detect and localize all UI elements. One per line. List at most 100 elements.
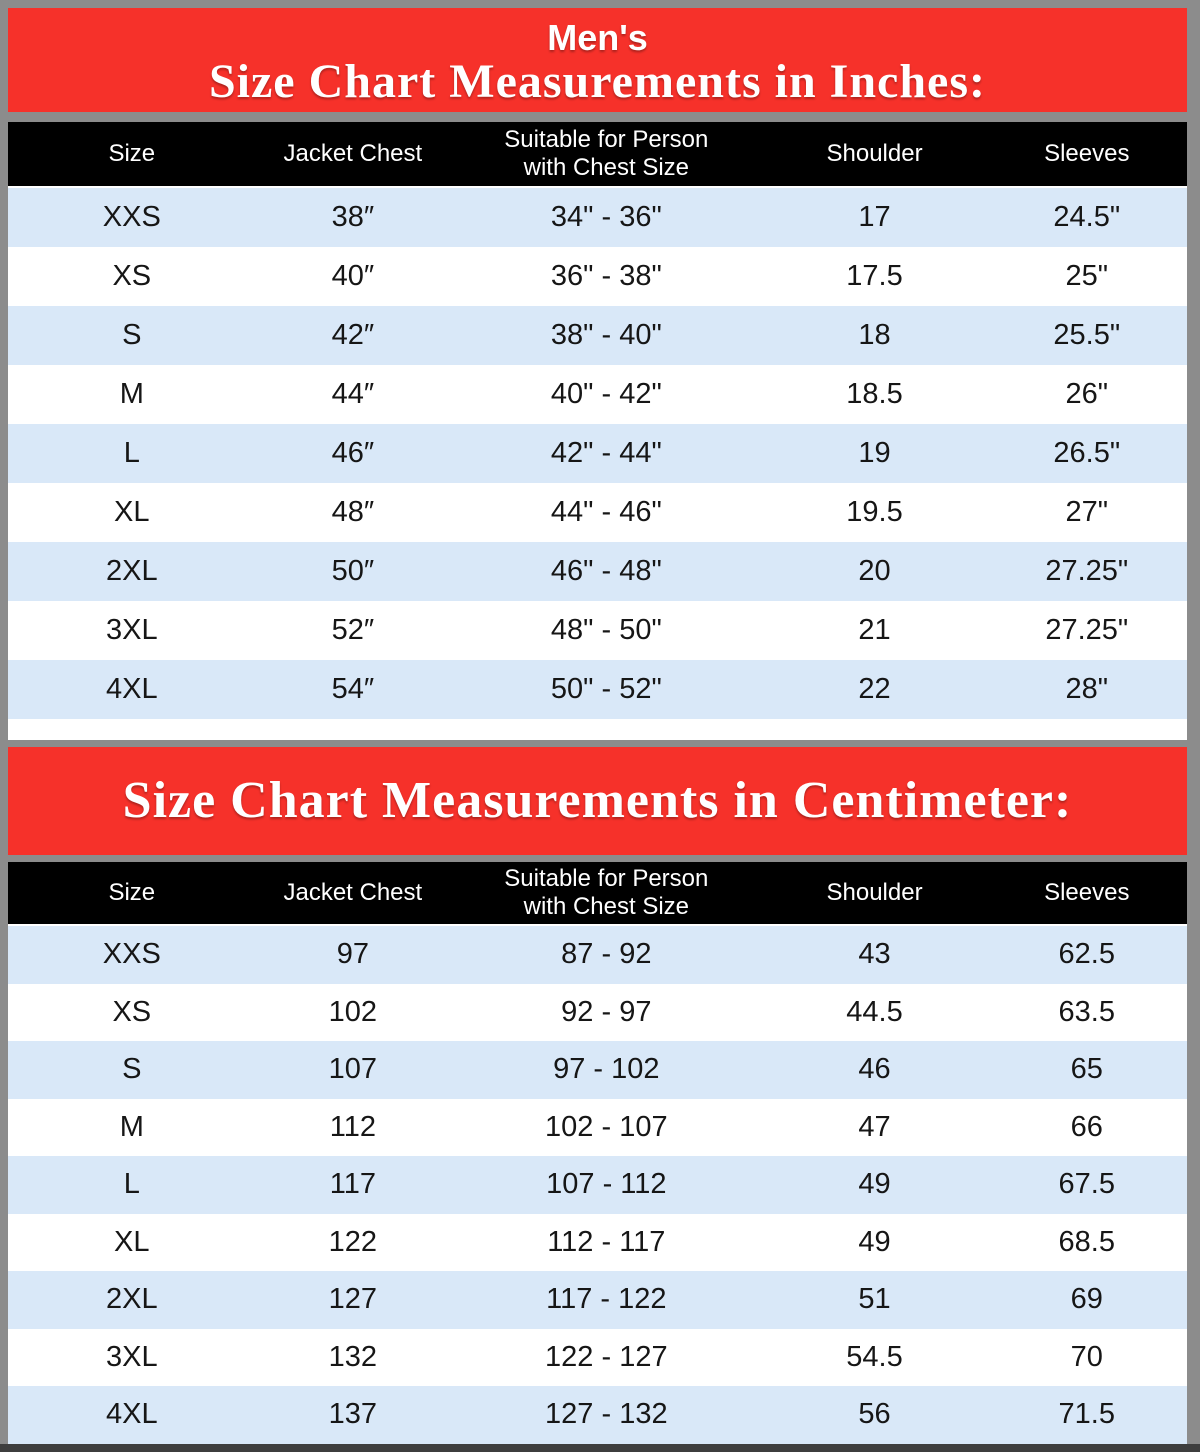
column-header-sleeves: Sleeves	[986, 122, 1187, 187]
cell-size: XS	[112, 995, 152, 1028]
cell-suitable-chest-size: 50" - 52"	[550, 673, 662, 705]
table-row: S 42″ 38" - 40" 18 25.5"	[8, 306, 1187, 365]
cell-shoulder: 43	[762, 924, 987, 984]
cell-shoulder: 22	[858, 673, 891, 705]
table-row: S 107 97 - 102 46 65	[8, 1041, 1187, 1099]
cell-sleeves: 25.5"	[1053, 319, 1121, 351]
column-header-jacket-chest: Jacket Chest	[255, 122, 451, 187]
cell-shoulder: 49	[858, 1225, 891, 1258]
cell-jacket-chest: 127	[328, 1283, 378, 1316]
banner-supertitle: Men's	[547, 17, 648, 58]
cell-jacket-chest: 137	[328, 1398, 378, 1431]
column-header-size: Size	[8, 122, 256, 187]
cell-size: 4XL	[105, 1398, 158, 1431]
cell-shoulder: 18	[858, 319, 891, 351]
cell-shoulder: 51	[858, 1283, 891, 1316]
table-row: XL 122 112 - 117 49 68.5	[8, 1213, 1187, 1271]
cell-size: S	[122, 319, 142, 351]
cell-size: XL	[114, 496, 150, 528]
cell-sleeves: 26"	[1065, 378, 1109, 410]
cell-size: 4XL	[105, 673, 158, 705]
cell-jacket-chest: 44″	[331, 378, 375, 410]
column-header-jacket-chest: Jacket Chest	[255, 862, 451, 925]
cell-jacket-chest: 112	[329, 1110, 376, 1143]
cell-suitable-chest-size: 42" - 44"	[550, 437, 662, 469]
cell-suitable-chest-size: 102 - 107	[545, 1110, 668, 1143]
table-row: M 44″ 40" - 42" 18.5 26"	[8, 365, 1187, 424]
cell-sleeves: 67.5	[1058, 1168, 1115, 1201]
table-row: XXS 38″ 34" - 36" 17 24.5"	[8, 186, 1187, 247]
table-row: 3XL 52″ 48" - 50" 21 27.25"	[8, 601, 1187, 660]
cell-suitable-chest-size: 117 - 122	[546, 1283, 667, 1316]
inches-banner: Men's Size Chart Measurements in Inches:	[8, 8, 1187, 112]
cell-shoulder: 21	[858, 614, 891, 646]
column-header-suitable-chest-size: Suitable for Person with Chest Size	[450, 862, 763, 925]
cell-jacket-chest: 50″	[331, 555, 375, 587]
cell-sleeves: 65	[1070, 1053, 1103, 1086]
cell-suitable-chest-size: 46" - 48"	[550, 555, 662, 587]
cell-shoulder: 46	[858, 1053, 891, 1086]
cm-size-table: Size Jacket Chest Suitable for Person with…	[8, 862, 1187, 1444]
table-row: 2XL 50″ 46" - 48" 20 27.25"	[8, 542, 1187, 601]
column-header-shoulder: Shoulder	[762, 122, 987, 187]
inches-size-table: Size Jacket Chest Suitable for Person with…	[8, 122, 1187, 719]
cell-size: S	[122, 1053, 142, 1086]
table-row: XS 40″ 36" - 38" 17.5 25"	[8, 247, 1187, 306]
cell-jacket-chest: 38″	[255, 186, 451, 247]
cell-shoulder: 17.5	[846, 260, 903, 292]
cell-suitable-chest-size: 38" - 40"	[550, 319, 662, 351]
cell-size: XL	[114, 1225, 150, 1258]
table-row: L 117 107 - 112 49 67.5	[8, 1156, 1187, 1214]
cell-suitable-chest-size: 97 - 102	[553, 1053, 660, 1086]
cm-banner-title: Size Chart Measurements in Centimeter:	[122, 772, 1073, 829]
table-row: 4XL 137 127 - 132 56 71.5	[8, 1386, 1187, 1444]
cell-suitable-chest-size: 40" - 42"	[550, 378, 662, 410]
cell-suitable-chest-size: 107 - 112	[546, 1168, 667, 1201]
cell-size: M	[119, 1110, 144, 1143]
cell-sleeves: 25"	[1065, 260, 1109, 292]
inches-table-footer-strip	[8, 719, 1187, 740]
cell-jacket-chest: 132	[328, 1340, 378, 1373]
cell-sleeves: 62.5	[986, 924, 1187, 984]
cell-sleeves: 63.5	[1058, 995, 1115, 1028]
cell-shoulder: 44.5	[846, 995, 903, 1028]
cell-jacket-chest: 40″	[331, 260, 375, 292]
cell-suitable-chest-size: 127 - 132	[545, 1398, 668, 1431]
cell-shoulder: 18.5	[846, 378, 903, 410]
cell-shoulder: 54.5	[846, 1340, 903, 1373]
cell-shoulder: 56	[858, 1398, 891, 1431]
cell-sleeves: 69	[1070, 1283, 1103, 1316]
table-row: L 46″ 42" - 44" 19 26.5"	[8, 424, 1187, 483]
cell-sleeves: 26.5"	[1053, 437, 1121, 469]
cell-size: XS	[112, 260, 152, 292]
cell-sleeves: 71.5	[1058, 1398, 1115, 1431]
inches-banner-title: Size Chart Measurements in Inches:	[208, 55, 987, 108]
cell-jacket-chest: 48″	[331, 496, 375, 528]
table-row: 3XL 132 122 - 127 54.5 70	[8, 1328, 1187, 1386]
cell-suitable-chest-size: 92 - 97	[561, 995, 652, 1028]
column-header-shoulder: Shoulder	[762, 862, 987, 925]
inches-section: Men's Size Chart Measurements in Inches:…	[8, 8, 1187, 747]
cell-size: L	[123, 437, 140, 469]
table-row: XS 102 92 - 97 44.5 63.5	[8, 983, 1187, 1041]
inches-header-row: Size Jacket Chest Suitable for Person with…	[8, 122, 1187, 187]
cm-header-row: Size Jacket Chest Suitable for Person with…	[8, 862, 1187, 925]
cell-shoulder: 17	[762, 186, 987, 247]
cell-size: L	[123, 1168, 140, 1201]
cell-suitable-chest-size: 87 - 92	[450, 924, 763, 984]
table-row: XXS 97 87 - 92 43 62.5	[8, 924, 1187, 984]
bottom-bar	[0, 1443, 1200, 1452]
cell-sleeves: 66	[1070, 1110, 1103, 1143]
cm-banner: Size Chart Measurements in Centimeter:	[8, 747, 1187, 855]
cell-suitable-chest-size: 44" - 46"	[550, 496, 662, 528]
cell-suitable-chest-size: 112 - 117	[547, 1225, 666, 1258]
table-row: 2XL 127 117 - 122 51 69	[8, 1271, 1187, 1329]
cell-shoulder: 20	[858, 555, 891, 587]
cell-shoulder: 47	[858, 1110, 891, 1143]
cell-suitable-chest-size: 122 - 127	[545, 1340, 668, 1373]
column-header-suitable-chest-size: Suitable for Person with Chest Size	[450, 122, 763, 187]
cell-jacket-chest: 102	[328, 995, 378, 1028]
cell-size: M	[119, 378, 144, 410]
cell-sleeves: 28"	[1065, 673, 1109, 705]
